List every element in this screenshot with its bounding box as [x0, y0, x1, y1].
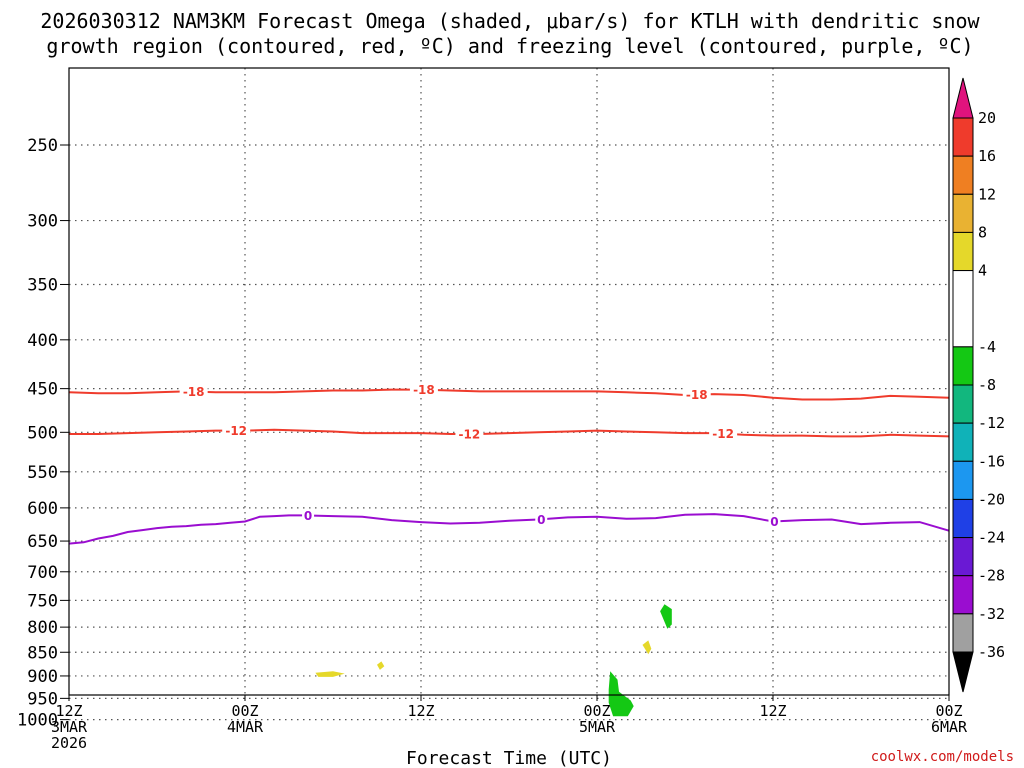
colorbar-label-13: -36: [978, 643, 1005, 661]
colorbar-band-12: [952, 613, 974, 653]
colorbar-band-8: [952, 460, 974, 500]
y-tick-label-400: 400: [27, 331, 58, 351]
shaded-region-2: [642, 640, 652, 655]
shaded-region-3: [660, 604, 672, 629]
chart-title-line-1: 2026030312 NAM3KM Forecast Omega (shaded…: [40, 9, 980, 33]
contour-label-1-2: -12: [712, 427, 734, 441]
y-tick-label-550: 550: [27, 463, 58, 483]
colorbar-label-1: 16: [978, 147, 996, 165]
y-tick-label-750: 750: [27, 591, 58, 611]
contour-line-0: [68, 388, 950, 401]
x-tick-label-5-0: 00Z: [935, 702, 962, 720]
colorbar-top-arrow: [952, 77, 974, 119]
contour-label-bg-1-2: [709, 426, 738, 441]
contour-label-0-0: -18: [183, 385, 205, 399]
colorbar-band-9: [952, 498, 974, 539]
y-tick-label-250: 250: [27, 136, 58, 156]
colorbar-label-4: 4: [978, 262, 987, 280]
contour-label-bg-2-1: [535, 512, 548, 527]
y-tick-label-1000: 1000: [17, 711, 58, 731]
colorbar-band-11: [952, 575, 974, 615]
colorbar-band-5: [952, 346, 974, 386]
x-tick-label-3-0: 00Z: [583, 702, 610, 720]
plot-frame: [68, 67, 950, 696]
colorbar-band-4: [952, 270, 974, 348]
contour-line-1: [69, 428, 950, 438]
x-tick-label-0-2: 2026: [51, 734, 87, 752]
x-tick-label-1-0: 00Z: [231, 702, 258, 720]
contour-label-1-1: -12: [459, 427, 481, 441]
y-axis: 250 300 350 400 450 500 550 600 650 700 750 800 850 9…: [17, 136, 69, 731]
y-tick-label-300: 300: [27, 212, 58, 232]
y-tick-label-500: 500: [27, 423, 58, 443]
y-tick-label-700: 700: [27, 563, 58, 583]
colorbar-band-7: [952, 422, 974, 462]
shaded-region-0: [315, 671, 345, 677]
chart-title-line-2: growth region (contoured, red, ºC) and f…: [46, 34, 973, 58]
colorbar-band-10: [952, 537, 974, 577]
y-tick-label-800: 800: [27, 618, 58, 638]
omega-colorbar: 20 16 12 8 4 -4 -8 -12 -16 -20 -24 -28 -32 -36: [952, 77, 1005, 693]
x-axis-title: Forecast Time (UTC): [406, 748, 612, 768]
y-tick-label-350: 350: [27, 275, 58, 295]
colorbar-bottom-arrow: [952, 651, 974, 693]
contour-label-bg-1-0: [222, 423, 251, 438]
omega-shaded-regions: [315, 604, 672, 717]
contour-label-0-2: -18: [686, 388, 708, 402]
y-tick-label-950: 950: [27, 689, 58, 709]
x-tick-label-0-1: 3MAR: [51, 718, 88, 736]
shaded-region-4: [608, 671, 634, 717]
colorbar-band-3: [952, 231, 974, 272]
y-tick-label-850: 850: [27, 643, 58, 663]
source-credit: coolwx.com/models: [871, 749, 1014, 765]
temperature-contours: -18 -18 -18 -12 -12 -12 0 0 0: [68, 382, 950, 545]
y-tick-label-900: 900: [27, 667, 58, 687]
colorbar-label-2: 12: [978, 185, 996, 203]
colorbar-label-12: -32: [978, 605, 1005, 623]
colorbar-label-3: 8: [978, 223, 987, 241]
x-tick-label-3-1: 5MAR: [579, 718, 616, 736]
y-tick-label-450: 450: [27, 380, 58, 400]
contour-label-2-1: 0: [537, 513, 545, 527]
colorbar-band-6: [952, 384, 974, 424]
y-tick-label-600: 600: [27, 499, 58, 519]
contour-label-2-2: 0: [770, 515, 778, 529]
colorbar-band-0: [952, 117, 974, 157]
contour-label-bg-0-1: [409, 382, 438, 397]
x-tick-label-5-1: 6MAR: [931, 718, 968, 736]
x-tick-label-4-0: 12Z: [759, 702, 786, 720]
gridlines: [69, 68, 949, 721]
colorbar-label-10: -24: [978, 529, 1005, 547]
colorbar-label-6: -8: [978, 376, 996, 394]
x-tick-label-1-1: 4MAR: [227, 718, 264, 736]
colorbar-band-2: [952, 193, 974, 233]
colorbar-label-11: -28: [978, 567, 1005, 585]
contour-label-2-0: 0: [304, 509, 312, 523]
colorbar-label-0: 20: [978, 109, 996, 127]
x-tick-label-2-0: 12Z: [407, 702, 434, 720]
shaded-region-1: [377, 661, 385, 670]
contour-label-0-1: -18: [413, 383, 435, 397]
colorbar-band-1: [952, 155, 974, 195]
y-tick-label-650: 650: [27, 532, 58, 552]
colorbar-label-8: -16: [978, 452, 1005, 470]
contour-label-bg-1-1: [455, 426, 484, 441]
contour-label-bg-0-0: [179, 384, 208, 399]
contour-line-2: [68, 513, 950, 545]
contour-label-bg-2-0: [302, 508, 315, 523]
colorbar-label-7: -12: [978, 414, 1005, 432]
colorbar-label-9: -20: [978, 490, 1005, 508]
colorbar-label-5: -4: [978, 338, 996, 356]
contour-label-bg-0-2: [682, 387, 711, 402]
x-tick-label-0-0: 12Z: [55, 702, 82, 720]
contour-label-1-0: -12: [225, 424, 247, 438]
contour-label-bg-2-2: [768, 514, 781, 529]
